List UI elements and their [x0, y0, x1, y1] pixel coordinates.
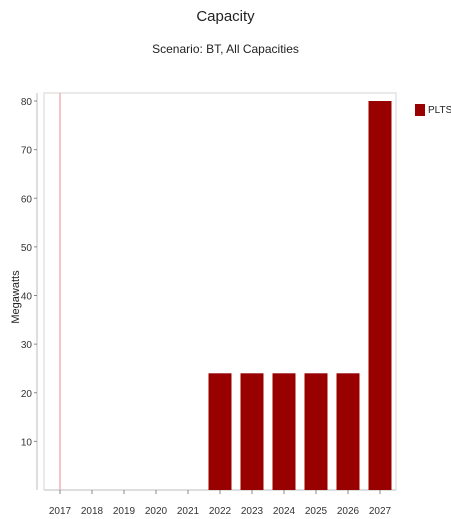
x-tick-label: 2018	[81, 506, 104, 517]
bar-2024[interactable]	[272, 373, 296, 490]
chart-subtitle: Scenario: BT, All Capacities	[152, 42, 299, 56]
y-tick-label: 80	[21, 97, 33, 108]
x-tick-label: 2022	[209, 506, 232, 517]
legend-swatch	[415, 104, 425, 116]
bar-2027[interactable]	[368, 101, 392, 490]
x-tick-label: 2020	[145, 506, 168, 517]
legend[interactable]: PLTSa	[415, 104, 451, 116]
x-tick-label: 2019	[113, 506, 136, 517]
x-tick-label: 2023	[241, 506, 264, 517]
x-tick-label: 2026	[337, 506, 360, 517]
x-tick-label: 2025	[305, 506, 328, 517]
x-tick-label: 2024	[273, 506, 296, 517]
y-tick-label: 50	[21, 243, 33, 254]
y-tick-label: 30	[21, 340, 33, 351]
legend-label: PLTSa	[428, 104, 451, 116]
y-tick-label: 10	[21, 437, 33, 448]
x-tick-label: 2021	[177, 506, 200, 517]
bar-2025[interactable]	[304, 373, 328, 490]
x-tick-label: 2017	[49, 506, 72, 517]
bar-2026[interactable]	[336, 373, 360, 490]
x-tick-label: 2027	[369, 506, 392, 517]
y-tick-label: 70	[21, 146, 33, 157]
y-tick-label: 40	[21, 292, 33, 303]
bar-2022[interactable]	[208, 373, 232, 490]
y-tick-label: 20	[21, 389, 33, 400]
y-tick-label: 60	[21, 194, 33, 205]
bar-2023[interactable]	[240, 373, 264, 490]
chart-title: Capacity	[196, 8, 255, 25]
